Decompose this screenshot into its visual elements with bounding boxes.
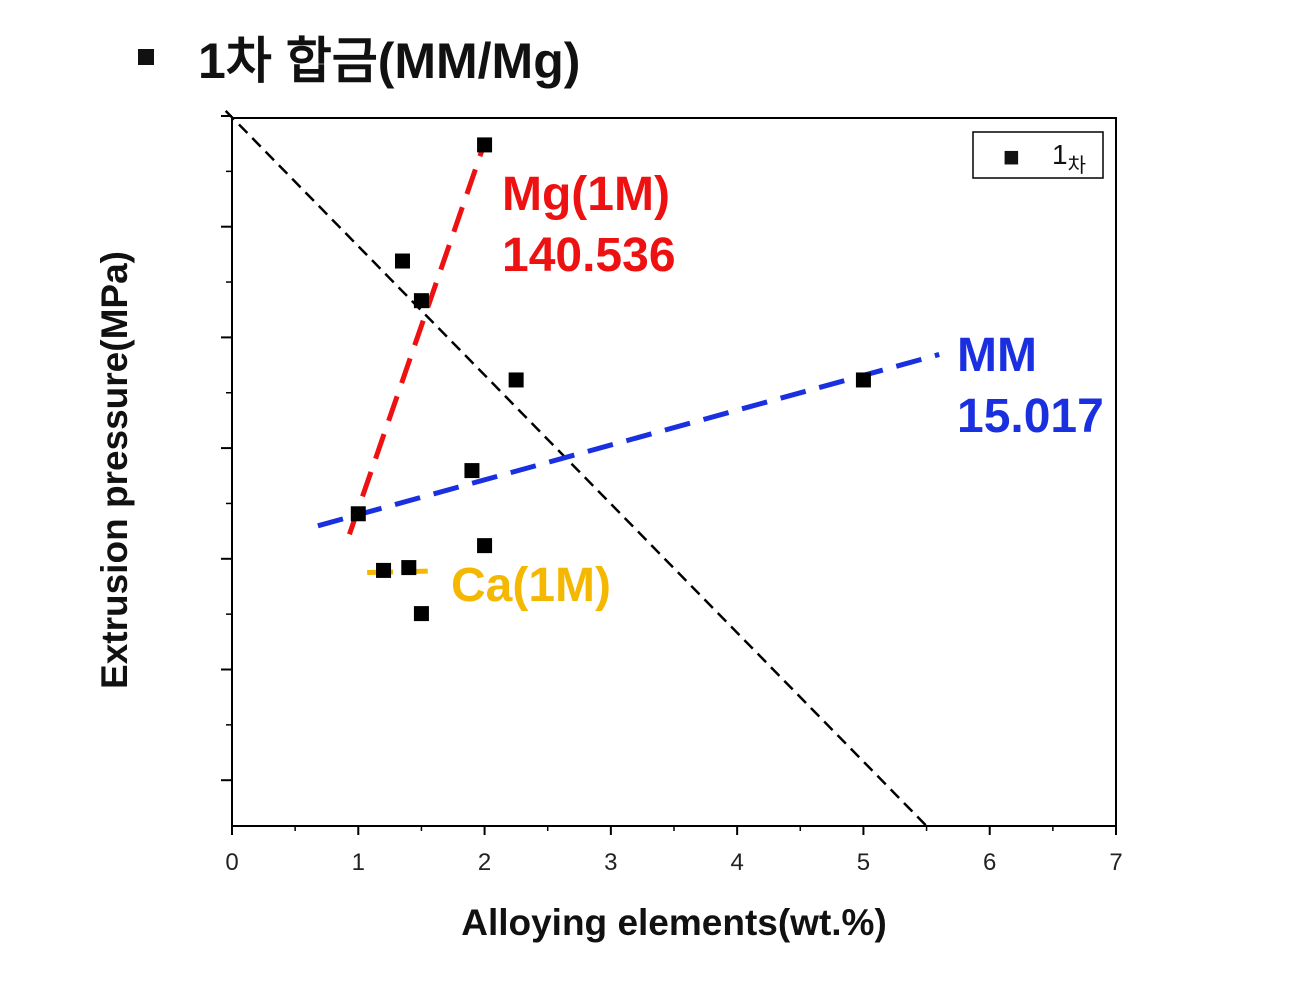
legend-label-sub: 차	[1068, 153, 1086, 177]
data-point	[413, 293, 429, 309]
data-point	[350, 506, 366, 522]
slide-title: 1차 합금(MM/Mg)	[138, 22, 580, 92]
legend-box	[972, 131, 1104, 179]
data-point	[477, 538, 493, 554]
data-point	[376, 562, 392, 578]
data-point	[394, 253, 410, 269]
legend: ■ 1차	[972, 131, 1104, 179]
annotation-mm-name: MM	[957, 329, 1037, 382]
data-point	[855, 372, 871, 388]
data-point	[464, 463, 480, 479]
annotation-mg: Mg(1M) 140.536	[502, 168, 676, 282]
trend-line-overall	[224, 110, 928, 827]
annotation-mg-name: Mg(1M)	[502, 168, 670, 221]
legend-label: 1차	[1052, 139, 1086, 177]
x-tick-label: 5	[857, 849, 870, 876]
annotation-mg-value: 140.536	[502, 229, 676, 282]
annotation-ca-name: Ca(1M)	[451, 559, 611, 612]
x-tick-label: 7	[1109, 849, 1122, 876]
axis-ticks: 0 1 2 3 4 5 6 7	[221, 115, 1123, 876]
trend-line-mg-1m	[347, 141, 487, 536]
data-point	[477, 137, 493, 153]
annotation-mm-value: 15.017	[957, 390, 1104, 443]
x-tick-label: 2	[478, 849, 491, 876]
trend-line-mm	[317, 352, 940, 529]
data-point	[401, 560, 417, 576]
annotation-mm: MM 15.017	[957, 329, 1104, 443]
x-tick-label: 0	[225, 849, 238, 876]
plot-frame	[231, 117, 1117, 827]
slide-title-text: 1차 합금(MM/Mg)	[198, 33, 581, 89]
x-tick-label: 6	[983, 849, 996, 876]
legend-marker-icon: ■	[1003, 141, 1020, 172]
x-tick-label: 4	[730, 849, 743, 876]
x-tick-label: 3	[604, 849, 617, 876]
title-bullet-icon	[138, 49, 154, 65]
legend-label-main: 1	[1052, 139, 1068, 170]
annotation-ca: Ca(1M)	[451, 559, 611, 612]
data-point	[508, 372, 524, 388]
x-tick-label: 1	[352, 849, 365, 876]
y-axis-title: Extrusion pressure(MPa)	[94, 251, 135, 689]
x-axis-title: Alloying elements(wt.%)	[461, 902, 887, 943]
data-point	[413, 606, 429, 622]
data-points	[350, 137, 871, 622]
